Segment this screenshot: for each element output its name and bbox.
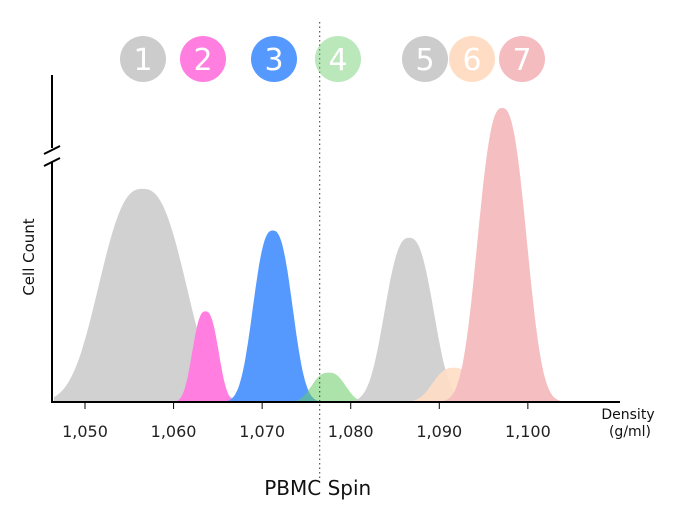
legend-label-5: 5 (415, 43, 434, 78)
x-tick-label: 1,060 (151, 422, 197, 441)
x-axis-label-unit: (g/ml) (609, 424, 651, 440)
density-area-1 (54, 188, 306, 402)
x-axis-ticks: 1,050 1,060 1,070 1,080 1,090 1,100 (62, 402, 551, 441)
x-tick-label: 1,070 (239, 422, 285, 441)
legend-badge-6 (449, 36, 495, 82)
legend-label-6: 6 (462, 43, 481, 78)
density-area-3 (198, 230, 348, 402)
density-areas (54, 108, 595, 402)
legend-badge-4 (315, 36, 361, 82)
legend-label-4: 4 (328, 43, 347, 78)
legend-badge-3 (251, 36, 297, 82)
legend-badge-7 (499, 36, 545, 82)
axes (43, 75, 620, 403)
y-axis-break-mark (43, 145, 61, 167)
density-area-6 (375, 367, 532, 402)
x-axis-label: Density (601, 407, 654, 423)
x-tick-label: 1,080 (328, 422, 374, 441)
density-area-4 (264, 372, 393, 402)
legend-label-2: 2 (193, 43, 212, 78)
legend-badge-1 (120, 36, 166, 82)
pbmc-spin-label: PBMC Spin (264, 476, 371, 500)
legend-label-3: 3 (264, 43, 283, 78)
x-tick-label: 1,090 (416, 422, 462, 441)
legend-badge-5 (402, 36, 448, 82)
x-tick-label: 1,100 (505, 422, 551, 441)
legend-label-1: 1 (133, 43, 152, 78)
legend-badge-2 (180, 36, 226, 82)
x-tick-label: 1,050 (62, 422, 108, 441)
axis-break-stroke-lower (43, 157, 61, 167)
axis-break-stroke-upper (43, 145, 61, 155)
legend-label-7: 7 (512, 43, 531, 78)
density-area-2 (155, 311, 256, 402)
y-axis-label: Cell Count (20, 218, 38, 295)
density-area-7 (410, 108, 595, 402)
density-area-5 (317, 237, 502, 402)
